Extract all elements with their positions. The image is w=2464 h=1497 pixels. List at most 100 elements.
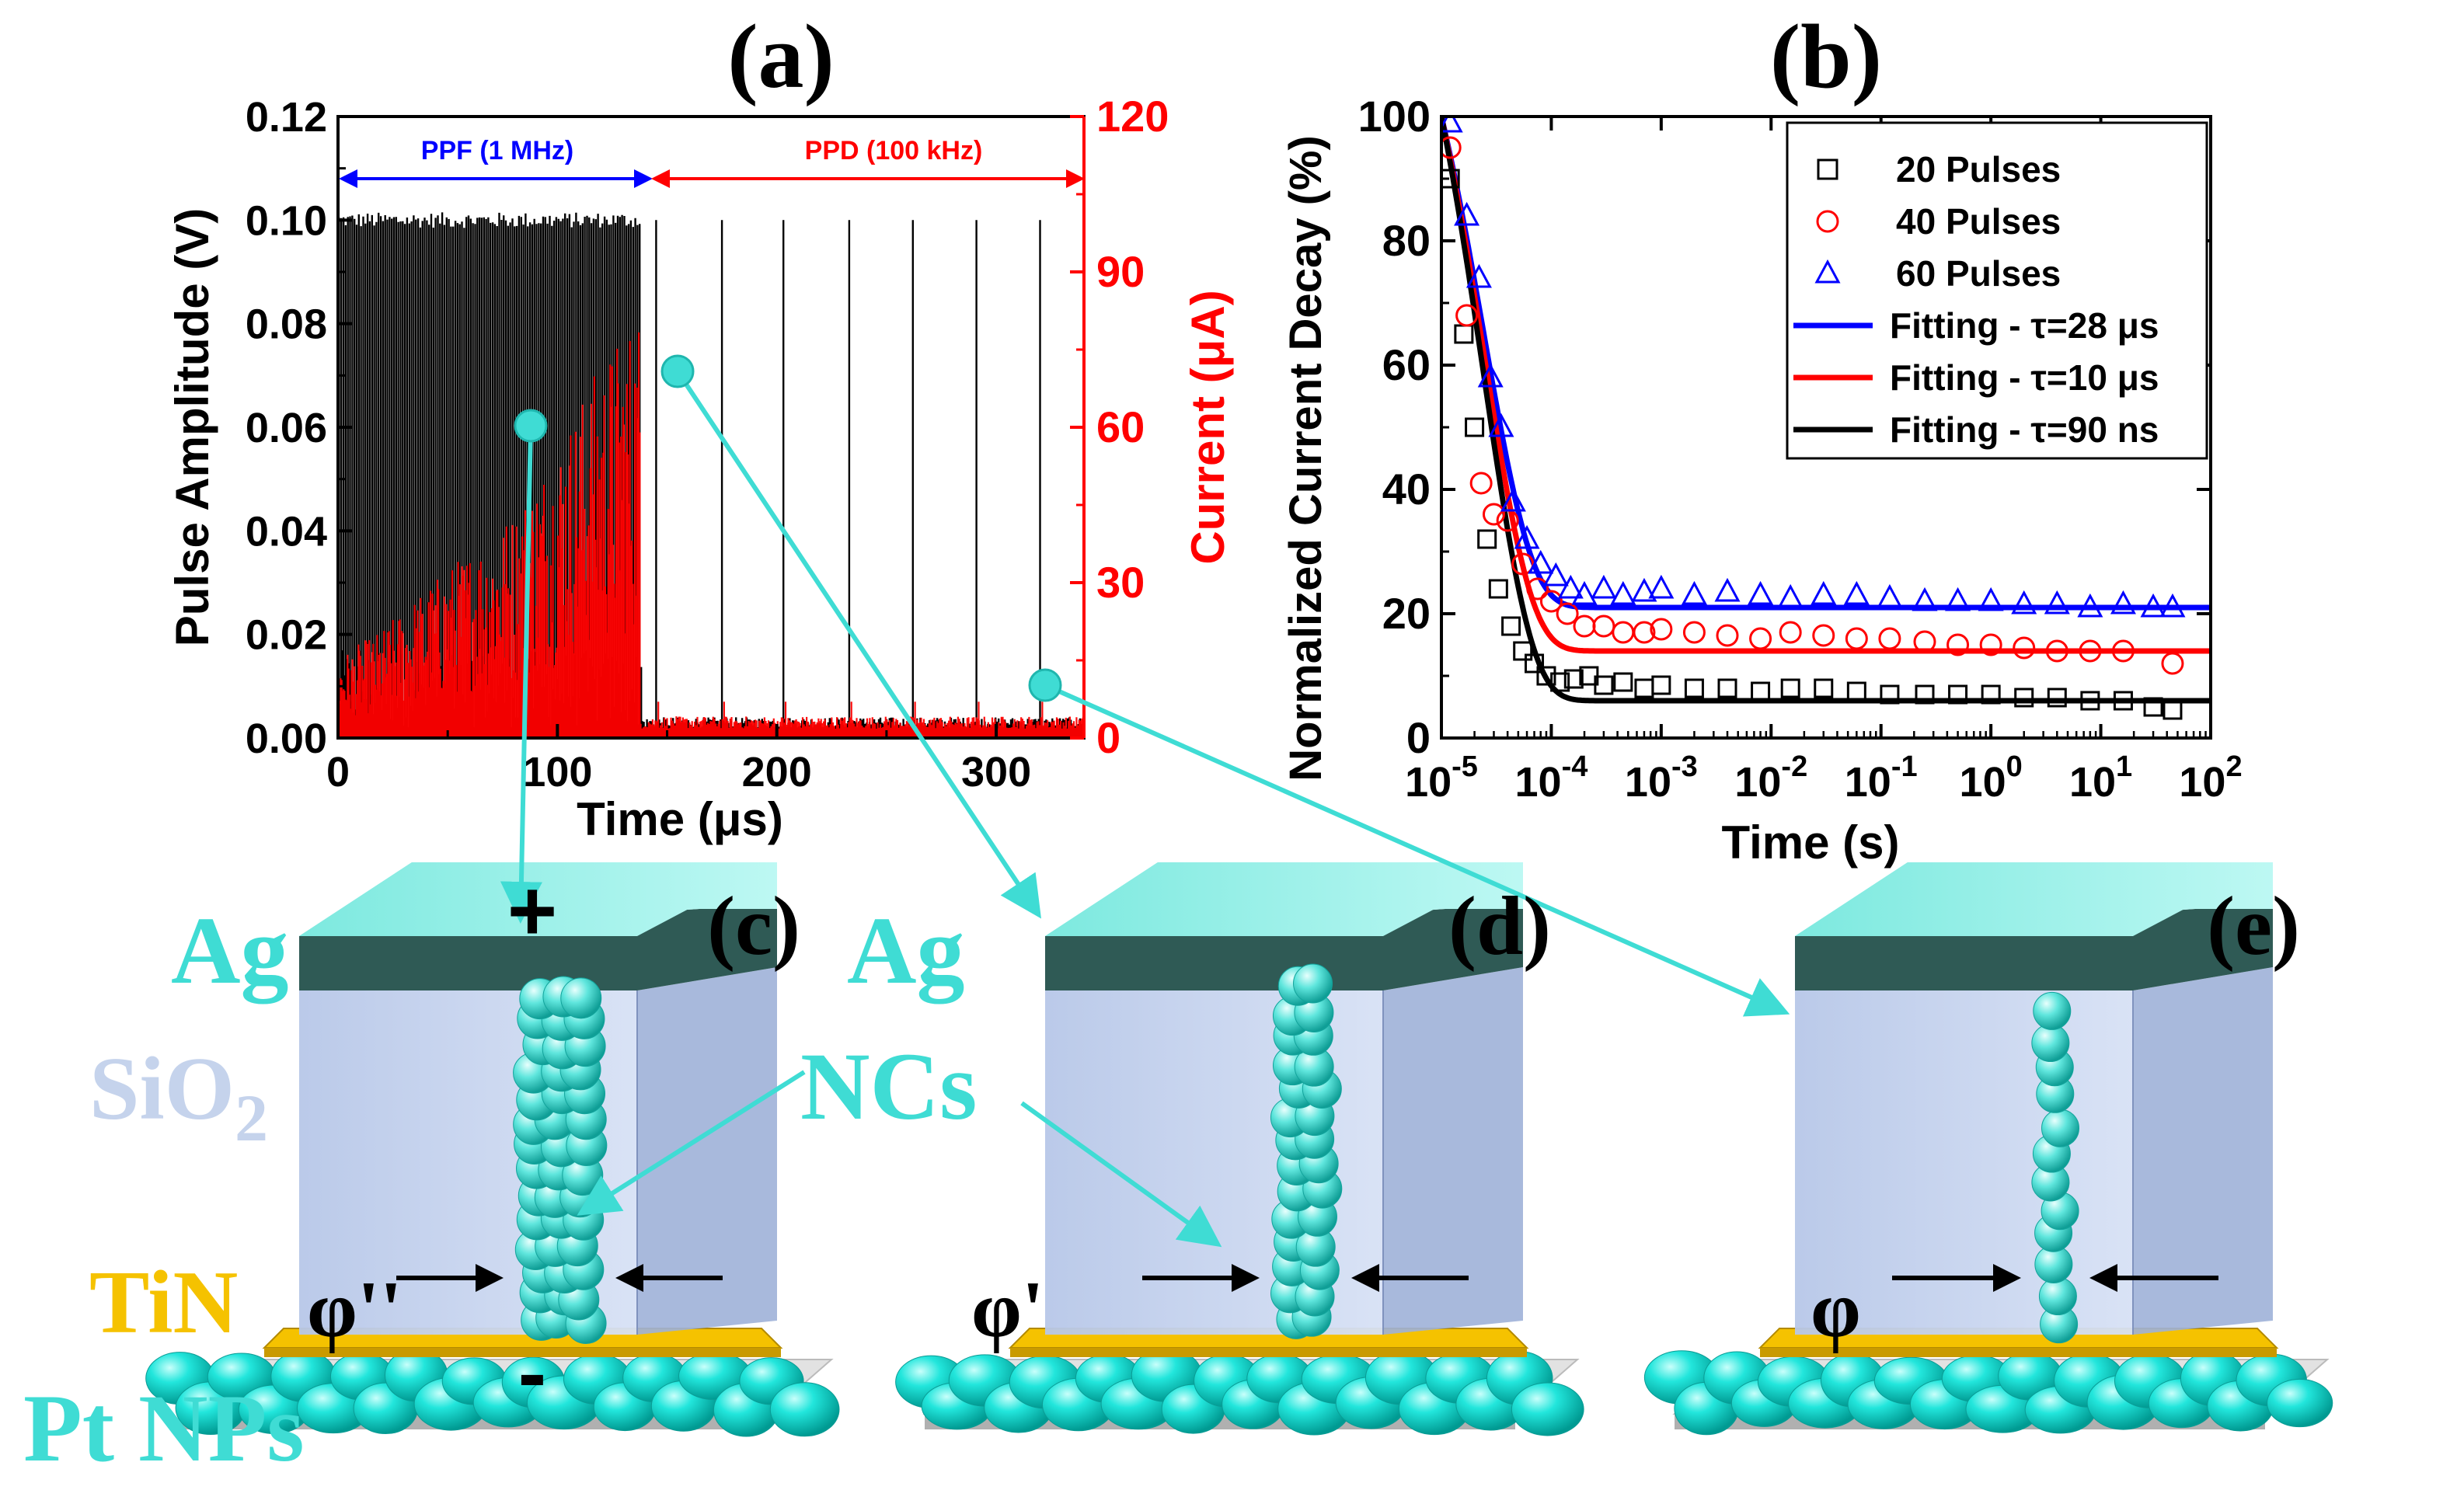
nc-arrow-d bbox=[1020, 1101, 1222, 1248]
panel-label-b: (b) bbox=[1770, 5, 1882, 107]
marker-square bbox=[1563, 669, 1584, 689]
marker-square bbox=[1751, 681, 1771, 702]
fit-line bbox=[1441, 117, 2211, 611]
chart-a: 0.00 0.02 0.04 0.06 0.08 0.10 0.12 0 30 60 90 120 0 1… bbox=[166, 5, 1234, 845]
ag-electrode-front bbox=[299, 936, 637, 990]
b-x-tick-label: 101 bbox=[2069, 750, 2132, 806]
b-x-tick-label: 100 bbox=[1960, 750, 2023, 806]
phi-label-d: φ' bbox=[971, 1265, 1044, 1354]
marker-square bbox=[2113, 691, 2133, 711]
chart-b-xlabel: Time (s) bbox=[1722, 816, 1900, 869]
marker-triangle bbox=[1571, 580, 1598, 605]
phi-label-e: φ bbox=[1811, 1265, 1861, 1354]
marker-triangle bbox=[1714, 577, 1741, 602]
label-sio2-sub: 2 bbox=[235, 1081, 268, 1155]
ag-nanocluster bbox=[560, 977, 602, 1019]
nc-arrow-c bbox=[577, 1070, 806, 1216]
oxide-side bbox=[1383, 967, 1523, 1335]
polarity-minus: - bbox=[518, 1325, 547, 1421]
phi-label-c: φ'' bbox=[307, 1265, 403, 1354]
marker-dot-c bbox=[514, 409, 548, 443]
marker-triangle bbox=[1648, 574, 1675, 599]
chart-b-ylabel: Normalized Current Decay (%) bbox=[1281, 135, 1331, 782]
ag-nanocluster bbox=[2038, 1277, 2077, 1316]
chart-a-axes: 0.00 0.02 0.04 0.06 0.08 0.10 0.12 0 30 60 90 120 0 1… bbox=[246, 92, 1169, 795]
marker-triangle bbox=[1454, 201, 1480, 226]
marker-circle bbox=[1682, 621, 1706, 644]
marker-triangle bbox=[1610, 580, 1636, 605]
marker-circle bbox=[2161, 652, 2184, 675]
marker-square bbox=[1594, 675, 1614, 695]
marker-square bbox=[1613, 672, 1633, 692]
marker-square bbox=[1717, 678, 1737, 698]
ag-nanocluster bbox=[2041, 1109, 2080, 1147]
legend-label: 20 Pulses bbox=[1896, 149, 2061, 190]
marker-square bbox=[1477, 529, 1497, 549]
a-left-tick-label: 0.10 bbox=[246, 197, 327, 244]
marker-circle bbox=[1946, 633, 1970, 656]
ag-nanocluster bbox=[2033, 991, 2072, 1030]
connector-arrow-e bbox=[1044, 683, 1790, 1017]
a-x-tick-label: 200 bbox=[742, 749, 812, 795]
marker-circle bbox=[2111, 639, 2135, 663]
chart-a-xlabel: Time (μs) bbox=[577, 793, 783, 845]
label-ag-left: Ag bbox=[171, 897, 289, 1004]
marker-triangle bbox=[1631, 577, 1657, 602]
marker-square bbox=[1536, 666, 1556, 686]
tin-layer-side bbox=[264, 1348, 781, 1357]
marker-triangle bbox=[2110, 590, 2136, 614]
label-ncs: NCs bbox=[800, 1033, 977, 1140]
label-sio2: SiO2 bbox=[89, 1039, 268, 1155]
panel-label-d: (d) bbox=[1448, 880, 1551, 973]
diagram-labels: Ag Ag SiO2 NCs TiN Pt NPs + - (c) (d) (e… bbox=[23, 863, 2300, 1481]
b-y-tick-label: 40 bbox=[1382, 465, 1431, 514]
device-e bbox=[1643, 862, 2333, 1436]
marker-square bbox=[1981, 684, 2001, 705]
marker-triangle bbox=[1843, 580, 1870, 605]
a-left-tick-label: 0.00 bbox=[246, 715, 327, 762]
marker-triangle bbox=[1877, 583, 1903, 608]
a-left-tick-label: 0.06 bbox=[246, 405, 327, 451]
tin-layer-side bbox=[1010, 1348, 1527, 1357]
nc-pointer-arrows bbox=[577, 1070, 1222, 1248]
oxide-side bbox=[637, 967, 777, 1335]
chart-b-legend: 20 Pulses 40 Pulses 60 Pulses Fitting - τ=2… bbox=[1786, 121, 2208, 460]
marker-circle bbox=[1633, 621, 1656, 644]
device-d bbox=[895, 862, 1584, 1436]
ppd-annotation: PPD (100 kHz) bbox=[805, 136, 983, 165]
chart-b-axes: 0 20 40 60 80 100 10-5 10-4 10-3 10-2 10-1 100 101 10… bbox=[1358, 92, 2243, 806]
marker-circle bbox=[1878, 627, 1901, 650]
marker-triangle bbox=[2011, 590, 2037, 614]
fit-line bbox=[1441, 117, 2211, 654]
b-y-tick-label: 20 bbox=[1382, 589, 1431, 638]
chart-a-ylabel-left: Pulse Amplitude (V) bbox=[166, 208, 218, 647]
connector-arrow-c bbox=[500, 425, 542, 924]
marker-triangle bbox=[1514, 524, 1540, 549]
panel-label-e: (e) bbox=[2207, 880, 2300, 973]
marker-triangle bbox=[2077, 593, 2103, 618]
b-x-tick-label: 102 bbox=[2179, 750, 2242, 806]
polarity-plus: + bbox=[507, 863, 557, 959]
marker-triangle bbox=[1528, 549, 1554, 574]
tin-layer-side bbox=[1760, 1348, 2277, 1357]
a-left-tick-label: 0.12 bbox=[246, 94, 327, 141]
b-y-tick-label: 100 bbox=[1358, 92, 1431, 141]
chart-b: 0 20 40 60 80 100 10-5 10-4 10-3 10-2 10-1 100 101 10… bbox=[1281, 5, 2243, 869]
marker-dot-d bbox=[660, 354, 695, 388]
marker-square bbox=[2163, 700, 2183, 720]
marker-square bbox=[1501, 616, 1521, 636]
b-y-tick-label: 0 bbox=[1406, 713, 1431, 762]
oxide-side bbox=[2133, 967, 2273, 1335]
b-y-tick-label: 60 bbox=[1382, 340, 1431, 389]
marker-circle bbox=[1573, 614, 1596, 638]
marker-square bbox=[1880, 684, 1900, 705]
marker-triangle bbox=[2159, 593, 2186, 618]
panel-label-c: (c) bbox=[707, 880, 800, 973]
marker-triangle bbox=[1978, 587, 2004, 611]
marker-triangle bbox=[1557, 574, 1584, 599]
marker-triangle bbox=[1466, 263, 1492, 288]
marker-triangle bbox=[2044, 590, 2070, 614]
a-x-tick-label: 0 bbox=[326, 749, 350, 795]
marker-circle bbox=[1455, 304, 1479, 327]
label-sio2-main: SiO bbox=[89, 1039, 235, 1139]
